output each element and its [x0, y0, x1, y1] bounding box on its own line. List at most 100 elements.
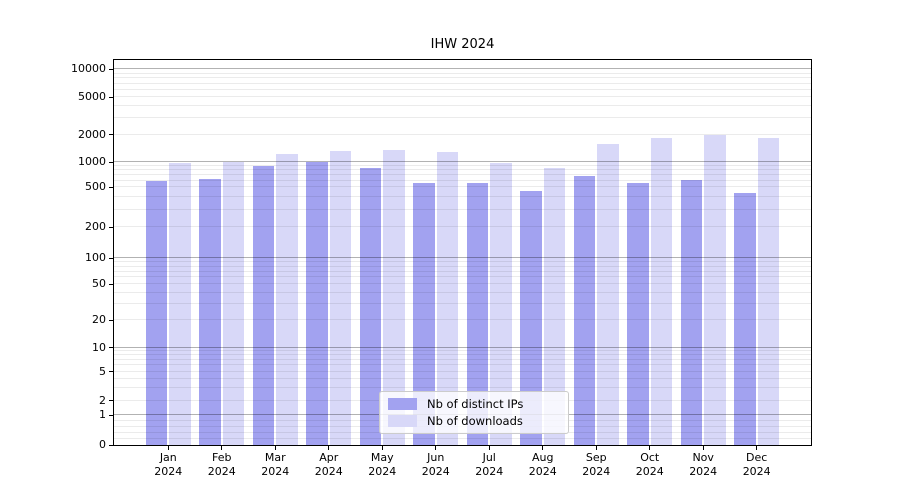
y-tick-label: 0 — [99, 438, 106, 451]
gridline-minor — [114, 265, 811, 267]
legend-label: Nb of distinct IPs — [427, 397, 524, 411]
y-tick-mark — [109, 186, 114, 188]
x-tick-year: 2024 — [689, 464, 718, 478]
y-tick-label: 10000 — [71, 62, 106, 76]
gridline-minor — [114, 72, 811, 74]
x-tick-label-may: May 2024 — [350, 451, 414, 478]
x-tick-mark — [488, 445, 490, 450]
axis-spine-top — [113, 59, 812, 60]
y-tick-mark — [109, 400, 114, 402]
x-tick-month: Aug — [531, 451, 554, 464]
legend-entry: Nb of downloads — [388, 414, 560, 428]
x-tick-month: Apr — [319, 451, 339, 464]
bar-distinct-ips-jul — [466, 182, 489, 445]
bar-downloads-jan — [169, 162, 191, 445]
x-tick-label-sep: Sep 2024 — [564, 451, 628, 478]
bar-distinct-ips-oct — [627, 183, 649, 445]
x-tick-mark — [274, 445, 276, 450]
x-tick-year: 2024 — [368, 464, 397, 478]
x-tick-label-oct: Oct 2024 — [618, 451, 682, 478]
bar-downloads-apr — [329, 150, 352, 445]
y-tick-mark — [109, 347, 114, 349]
y-tick-label: 5 — [99, 364, 106, 378]
x-tick-year: 2024 — [154, 464, 183, 478]
bar-distinct-ips-sep — [573, 175, 596, 445]
y-tick-mark — [109, 257, 114, 259]
plot-area — [114, 59, 811, 445]
gridline-minor — [114, 133, 811, 135]
bar-downloads-nov — [704, 135, 726, 445]
gridline-minor — [114, 350, 811, 352]
x-tick-label-nov: Nov 2024 — [671, 451, 735, 478]
y-tick-label: 10 — [92, 340, 106, 354]
bar-distinct-ips-dec — [734, 192, 756, 445]
gridline-minor — [114, 174, 811, 176]
x-tick-year: 2024 — [742, 464, 771, 478]
y-tick-mark — [109, 414, 114, 416]
x-tick-year: 2024 — [261, 464, 290, 478]
y-tick-mark — [109, 371, 114, 373]
y-tick-mark — [109, 134, 114, 136]
y-tick-label: 1 — [99, 408, 106, 421]
y-tick-label: 100 — [85, 251, 106, 265]
x-tick-year: 2024 — [582, 464, 611, 478]
gridline-minor — [114, 283, 811, 285]
x-tick-label-apr: Apr 2024 — [297, 451, 361, 478]
gridline-minor — [114, 261, 811, 263]
x-tick-mark — [328, 445, 330, 450]
gridline-major — [114, 68, 811, 70]
bar-downloads-dec — [757, 138, 780, 445]
bar-downloads-aug — [543, 167, 566, 445]
bar-downloads-sep — [597, 143, 619, 445]
y-tick-mark — [109, 444, 114, 446]
y-tick-mark — [109, 68, 114, 70]
x-tick-month: Nov — [692, 451, 714, 464]
x-tick-month: Oct — [640, 451, 660, 464]
gridline-minor — [114, 165, 811, 167]
gridline-minor — [114, 82, 811, 84]
x-tick-month: May — [370, 451, 394, 464]
gridline-major — [114, 161, 811, 163]
y-tick-label: 20 — [92, 313, 106, 326]
gridline-minor — [114, 364, 811, 366]
gridline-minor — [114, 88, 811, 90]
gridline-minor — [114, 270, 811, 272]
x-tick-label-jun: Jun 2024 — [404, 451, 468, 478]
bar-downloads-feb — [222, 161, 245, 445]
x-tick-label-mar: Mar 2024 — [243, 451, 307, 478]
y-tick-mark — [109, 161, 114, 163]
gridline-minor — [114, 370, 811, 372]
gridline-minor — [114, 438, 811, 440]
x-tick-mark — [756, 445, 758, 450]
legend-swatch-distinct-ips — [388, 398, 417, 410]
y-tick-mark — [109, 283, 114, 285]
gridline-minor — [114, 196, 811, 198]
bar-downloads-jul — [490, 162, 512, 445]
x-tick-month: Jun — [427, 451, 445, 464]
axis-spine-bottom — [113, 445, 812, 446]
y-tick-label: 1000 — [78, 155, 106, 169]
x-tick-mark — [381, 445, 383, 450]
gridline-minor — [114, 186, 811, 188]
gridline-minor — [114, 169, 811, 171]
x-tick-month: Mar — [264, 451, 286, 464]
x-tick-label-aug: Aug 2024 — [511, 451, 575, 478]
legend-label: Nb of downloads — [427, 414, 523, 428]
gridline-minor — [114, 105, 811, 107]
x-tick-label-jan: Jan 2024 — [136, 451, 200, 478]
y-tick-label: 5000 — [78, 90, 106, 104]
x-tick-year: 2024 — [475, 464, 504, 478]
y-tick-mark — [109, 226, 114, 228]
x-tick-month: Sep — [585, 451, 607, 464]
legend: Nb of distinct IPs Nb of downloads — [379, 391, 569, 434]
bar-distinct-ips-mar — [252, 166, 275, 445]
gridline-minor — [114, 319, 811, 321]
y-tick-mark — [109, 319, 114, 321]
x-tick-year: 2024 — [528, 464, 557, 478]
y-tick-mark — [109, 96, 114, 98]
gridline-minor — [114, 354, 811, 356]
gridline-major — [114, 257, 811, 259]
bar-downloads-jun — [436, 151, 459, 445]
axis-spine-left — [113, 59, 114, 446]
gridline-minor — [114, 117, 811, 119]
